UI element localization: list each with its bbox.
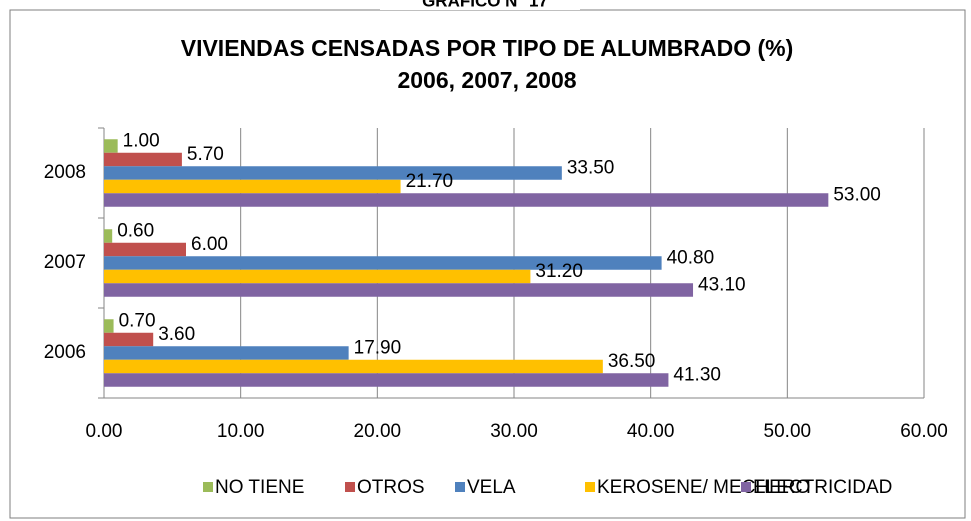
legend-label: OTROS bbox=[357, 477, 425, 498]
bar bbox=[104, 139, 118, 153]
bar bbox=[104, 269, 531, 284]
data-label: 40.80 bbox=[667, 247, 715, 268]
bar bbox=[104, 319, 114, 333]
bar bbox=[104, 152, 182, 167]
data-label: 1.00 bbox=[123, 130, 160, 151]
data-label: 31.20 bbox=[535, 261, 583, 282]
data-label: 6.00 bbox=[191, 234, 228, 255]
data-label: 21.70 bbox=[406, 171, 454, 192]
bar bbox=[104, 193, 829, 207]
legend-label: NO TIENE bbox=[215, 477, 304, 498]
heading: GRAFICO N° 17 bbox=[422, 0, 548, 10]
data-label: 43.10 bbox=[698, 274, 746, 295]
bar bbox=[104, 283, 694, 297]
x-tick-label: 50.00 bbox=[764, 421, 812, 442]
data-label: 0.60 bbox=[117, 220, 154, 241]
x-tick-label: 60.00 bbox=[900, 421, 948, 442]
chart-subtitle: 2006, 2007, 2008 bbox=[397, 67, 576, 93]
x-tick-label: 0.00 bbox=[86, 421, 123, 442]
y-tick-label: 2006 bbox=[44, 342, 86, 363]
legend-label: VELA bbox=[467, 477, 516, 498]
legend-swatch bbox=[455, 482, 465, 492]
x-tick-label: 20.00 bbox=[354, 421, 402, 442]
legend-swatch bbox=[741, 482, 751, 492]
data-label: 53.00 bbox=[833, 184, 881, 205]
data-label: 0.70 bbox=[119, 310, 156, 331]
y-tick-label: 2008 bbox=[44, 162, 86, 183]
chart-title: VIVIENDAS CENSADAS POR TIPO DE ALUMBRADO… bbox=[181, 35, 794, 61]
data-label: 3.60 bbox=[158, 324, 195, 345]
data-label: 5.70 bbox=[187, 144, 224, 165]
x-tick-label: 10.00 bbox=[217, 421, 265, 442]
heading-mask bbox=[380, 0, 580, 10]
bar bbox=[104, 332, 154, 347]
legend-label: KEROSENE/ MECHERO bbox=[597, 477, 810, 498]
bar bbox=[104, 242, 186, 257]
bar bbox=[104, 179, 401, 194]
bar bbox=[104, 346, 349, 360]
data-label: 17.90 bbox=[354, 337, 402, 358]
bar bbox=[104, 166, 562, 180]
x-tick-label: 40.00 bbox=[627, 421, 675, 442]
legend-label: ELECTRICIDAD bbox=[753, 477, 892, 498]
bar bbox=[104, 256, 662, 270]
legend-swatch bbox=[345, 482, 355, 492]
y-tick-label: 2007 bbox=[44, 252, 86, 273]
bar bbox=[104, 229, 113, 243]
legend-swatch bbox=[585, 482, 595, 492]
data-label: 41.30 bbox=[673, 364, 721, 385]
legend-swatch bbox=[203, 482, 213, 492]
bar bbox=[104, 359, 603, 374]
x-tick-label: 30.00 bbox=[490, 421, 538, 442]
data-label: 33.50 bbox=[567, 157, 615, 178]
bar bbox=[104, 373, 669, 387]
data-label: 36.50 bbox=[608, 351, 656, 372]
